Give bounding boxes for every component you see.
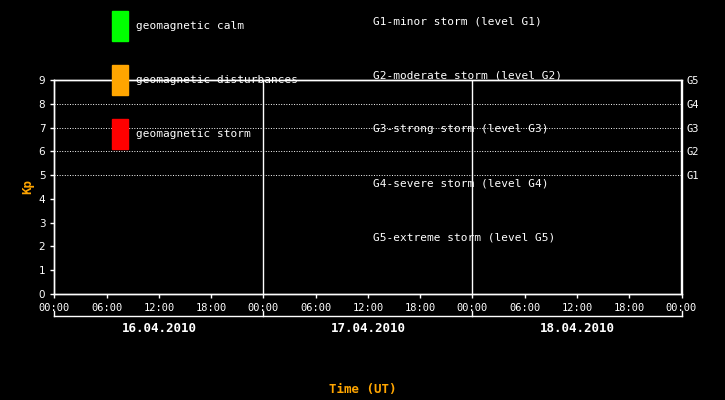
Text: 18.04.2010: 18.04.2010 [539,322,615,335]
Text: G3-strong storm (level G3): G3-strong storm (level G3) [373,124,549,134]
Text: 17.04.2010: 17.04.2010 [331,322,405,335]
Text: 16.04.2010: 16.04.2010 [121,322,196,335]
Text: G4-severe storm (level G4): G4-severe storm (level G4) [373,178,549,188]
Text: G5-extreme storm (level G5): G5-extreme storm (level G5) [373,232,555,242]
Text: G1-minor storm (level G1): G1-minor storm (level G1) [373,16,542,26]
Text: geomagnetic calm: geomagnetic calm [136,21,244,31]
Text: geomagnetic disturbances: geomagnetic disturbances [136,75,297,85]
Text: Time (UT): Time (UT) [328,383,397,396]
Y-axis label: Kp: Kp [22,180,35,194]
Text: geomagnetic storm: geomagnetic storm [136,129,250,139]
Text: G2-moderate storm (level G2): G2-moderate storm (level G2) [373,70,563,80]
